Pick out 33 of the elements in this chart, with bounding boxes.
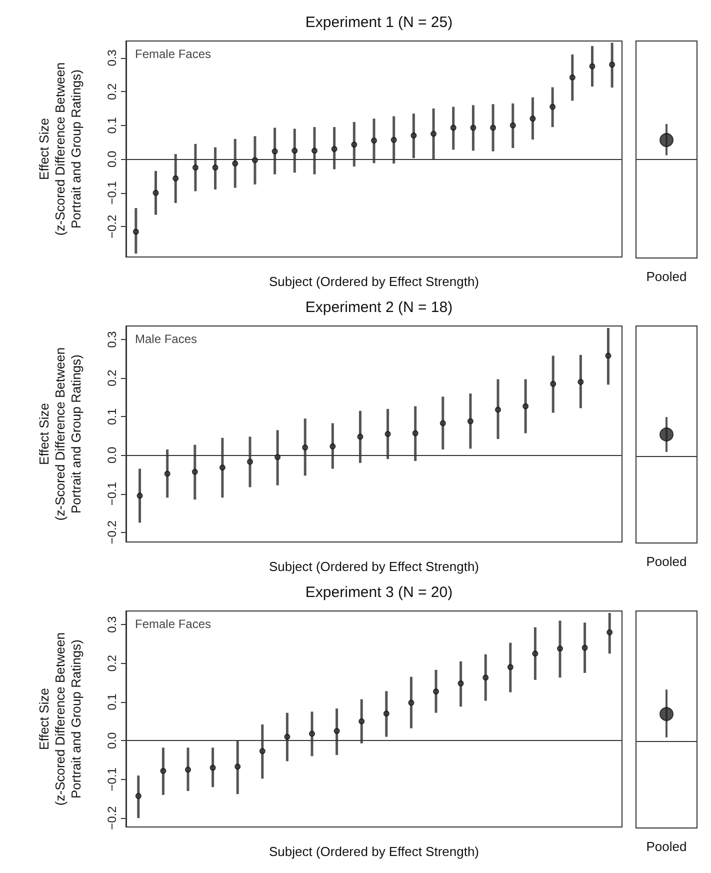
x-tick-label: Pooled	[646, 554, 687, 569]
y-tick-label: 0.0	[105, 446, 119, 464]
y-tick-label: 0.3	[105, 330, 119, 348]
y-tick-label: 0.0	[105, 150, 119, 168]
y-tick-label: 0.0	[105, 732, 119, 750]
y-tick-label: −0.1	[105, 180, 119, 205]
y-tick-label: −0.2	[105, 214, 119, 238]
chart-title: Experiment 3 (N = 20)	[305, 584, 453, 601]
y-tick-label: 0.2	[105, 369, 119, 386]
y-tick-label: −0.2	[105, 806, 119, 830]
x-axis-title: Subject (Ordered by Effect Strength)	[268, 844, 480, 859]
y-tick-label: 0.1	[105, 116, 119, 134]
annotation: Female Faces	[135, 47, 212, 61]
x-axis-title: Subject (Ordered by Effect Strength)	[268, 274, 480, 289]
annotation: Male Faces	[135, 332, 198, 346]
x-axis-title: Subject (Ordered by Effect Strength)	[268, 559, 480, 574]
x-tick-label: Pooled	[646, 839, 687, 854]
annotation: Female Faces	[135, 617, 212, 631]
y-tick-label: 0.1	[105, 693, 119, 710]
y-tick-label: −0.1	[105, 767, 119, 792]
y-tick-label: 0.3	[105, 49, 119, 66]
y-tick-label: 0.2	[105, 82, 119, 100]
y-tick-label: −0.1	[105, 482, 119, 506]
x-tick-label: Pooled	[646, 269, 687, 284]
y-tick-label: 0.1	[105, 408, 119, 425]
y-axis-title: Effect Size (z-Scored Difference Between Portrait and Group Ratings)	[36, 632, 84, 806]
chart-title: Experiment 2 (N = 18)	[305, 299, 453, 316]
chart-title: Experiment 1 (N = 25)	[305, 14, 453, 31]
y-axis-title: Effect Size (z-Scored Difference Between Portrait and Group Ratings)	[36, 347, 84, 521]
y-tick-label: −0.2	[105, 520, 119, 544]
y-tick-label: 0.2	[105, 654, 119, 672]
y-axis-title: Effect Size (z-Scored Difference Between Portrait and Group Ratings)	[36, 62, 84, 236]
y-tick-label: 0.3	[105, 616, 119, 633]
